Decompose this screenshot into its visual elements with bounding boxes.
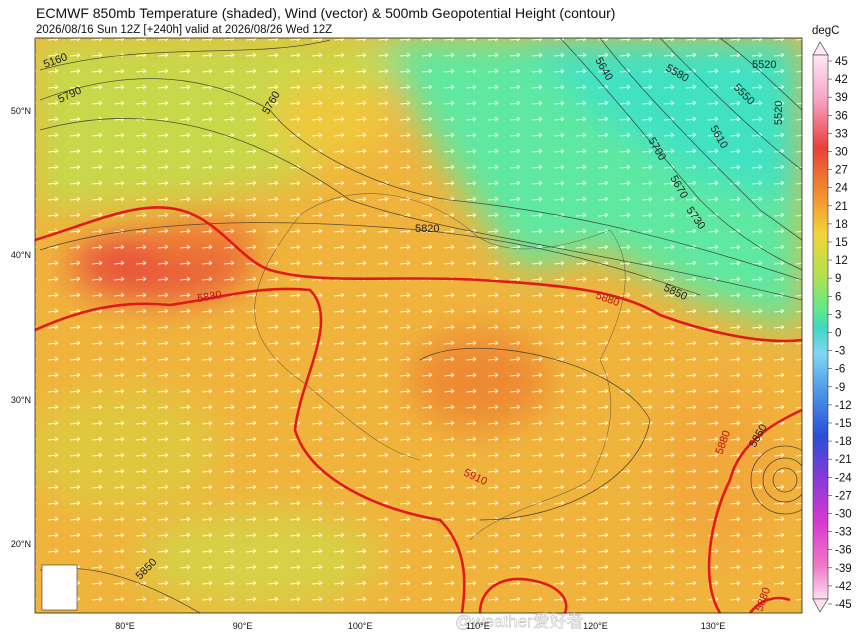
colorbar-tick-label: 24 <box>835 183 848 195</box>
colorbar-unit: degC <box>812 25 840 37</box>
colorbar <box>812 54 829 600</box>
colorbar-tick-label: -9 <box>835 382 845 394</box>
latitude-label: 20°N <box>11 539 31 549</box>
colorbar-tick-label: 12 <box>835 255 848 267</box>
inset-map <box>41 564 78 611</box>
contour-label: 5820 <box>415 223 439 235</box>
colorbar-tick-label: 9 <box>835 273 841 285</box>
colorbar-tick-label: -39 <box>835 563 852 575</box>
colorbar-tick-label: 33 <box>835 128 848 140</box>
longitude-label: 130°E <box>701 621 726 631</box>
colorbar-tick-label: 0 <box>835 328 841 340</box>
map-field <box>35 38 802 613</box>
colorbar-tick-label: -12 <box>835 400 852 412</box>
colorbar-tick-label: 3 <box>835 309 841 321</box>
colorbar-tick-label: 45 <box>835 56 848 68</box>
contour-label: 5520 <box>752 59 776 71</box>
colorbar-tick-label: 39 <box>835 92 848 104</box>
watermark: @weather爱好者 <box>455 612 584 631</box>
colorbar-tick-label: 27 <box>835 165 848 177</box>
colorbar-tick-label: 21 <box>835 201 848 213</box>
colorbar-tick-label: -6 <box>835 364 845 376</box>
colorbar-tick-label: 6 <box>835 291 841 303</box>
colorbar-tick-label: -45 <box>835 599 852 611</box>
height-contours <box>39 38 802 613</box>
colorbar-tick-label: -33 <box>835 527 852 539</box>
colorbar-tick-label: 42 <box>835 74 848 86</box>
colorbar-tick-label: -30 <box>835 509 852 521</box>
latitude-label: 50°N <box>11 106 31 116</box>
subtitle: 2026/08/16 Sun 12Z [+240h] valid at 2026… <box>36 24 332 36</box>
colorbar-tick-label: -24 <box>835 472 852 484</box>
title: ECMWF 850mb Temperature (shaded), Wind (… <box>36 5 615 21</box>
longitude-label: 110°E <box>466 621 490 631</box>
latitude-label: 40°N <box>11 250 31 260</box>
longitude-label: 100°E <box>348 621 373 631</box>
colorbar-tick-label: -3 <box>835 346 845 358</box>
colorbar-tick-label: 30 <box>835 147 848 159</box>
contour-label: 5880 <box>196 289 222 305</box>
map-frame <box>34 37 803 614</box>
colorbar-extend-top <box>812 41 829 56</box>
colorbar-tick-label: 18 <box>835 219 848 231</box>
colorbar-tick-label: -15 <box>835 418 852 430</box>
longitude-label: 120°E <box>583 621 608 631</box>
latitude-label: 30°N <box>11 395 31 405</box>
colorbar-tick-label: -21 <box>835 454 852 466</box>
colorbar-tick-label: -27 <box>835 490 852 502</box>
longitude-label: 90°E <box>233 621 253 631</box>
colorbar-tick-label: 15 <box>835 237 848 249</box>
colorbar-extend-bottom <box>812 598 829 613</box>
colorbar-tick-label: -18 <box>835 436 852 448</box>
ridge-contours <box>35 206 802 613</box>
contour-label: 5520 <box>773 101 785 125</box>
colorbar-tick-label: 36 <box>835 110 848 122</box>
colorbar-tick-label: -36 <box>835 545 852 557</box>
longitude-label: 80°E <box>115 621 135 631</box>
colorbar-tick-label: -42 <box>835 581 852 593</box>
